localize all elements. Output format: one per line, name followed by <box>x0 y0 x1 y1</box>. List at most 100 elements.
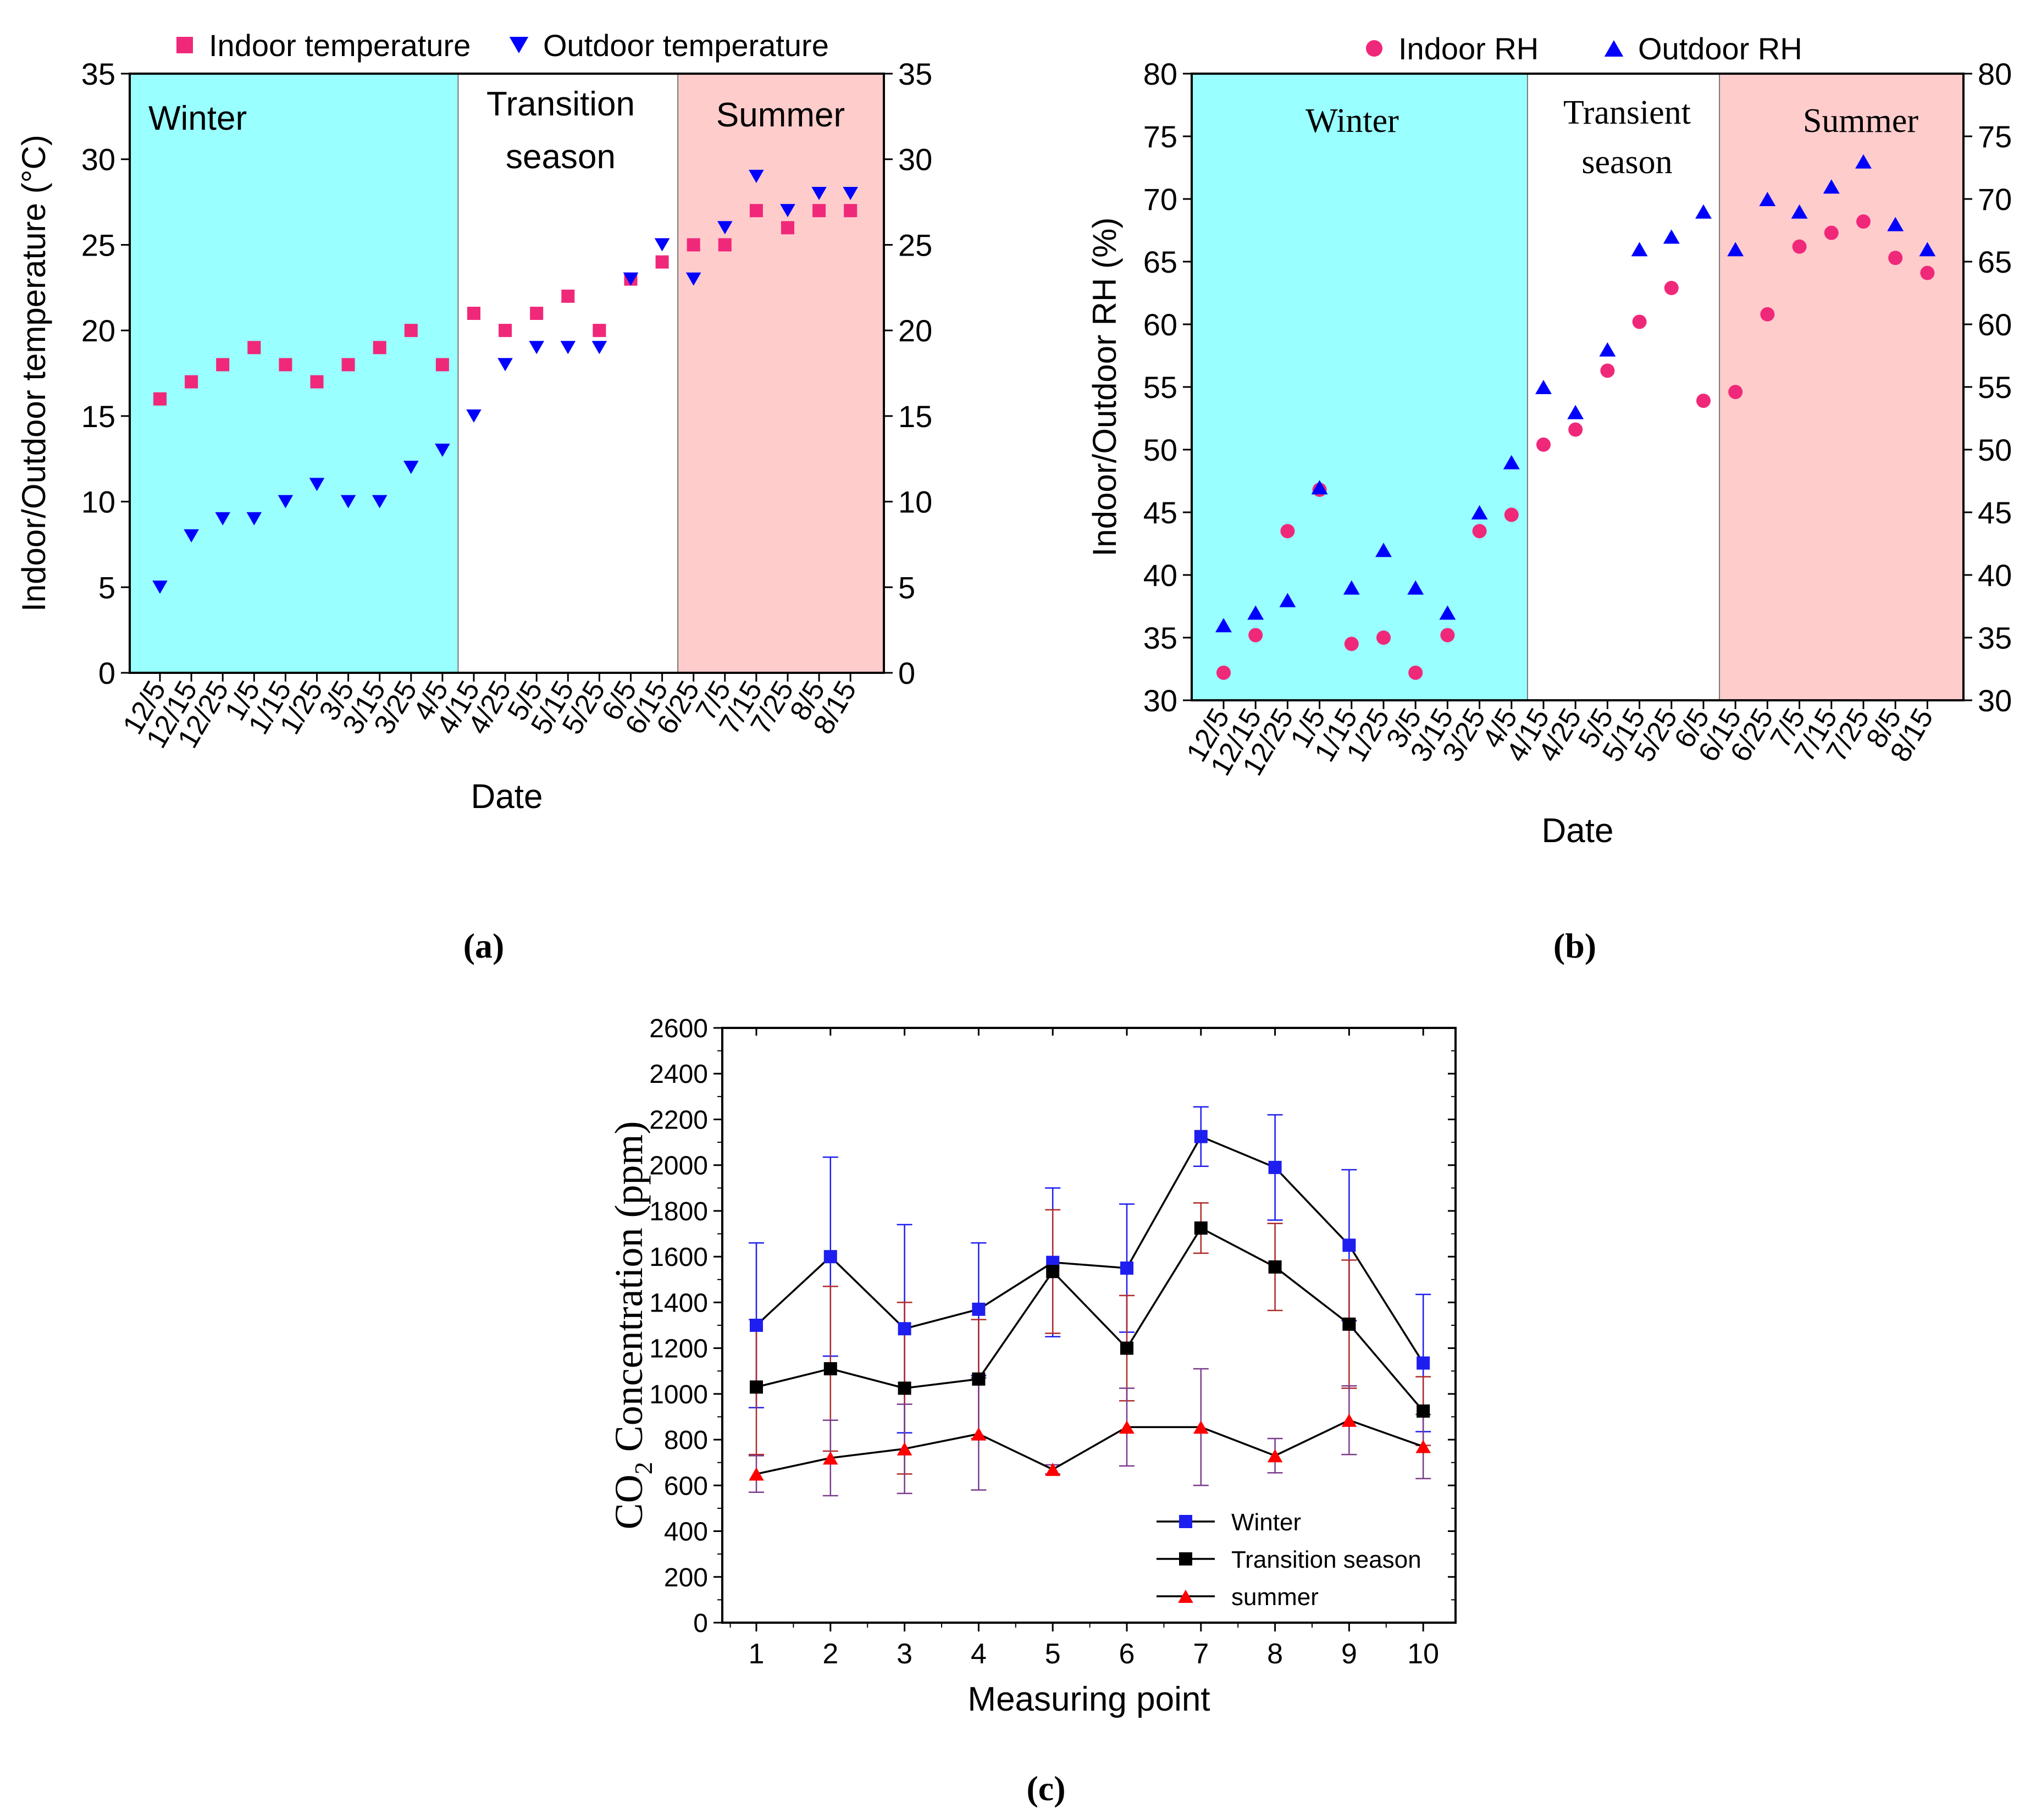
series-line <box>755 1135 1424 1364</box>
data-point <box>781 221 794 235</box>
y-tick-label-right: 20 <box>898 313 932 348</box>
data-point <box>1311 480 1328 495</box>
data-point <box>341 358 355 372</box>
y-tick-label: 400 <box>664 1518 708 1547</box>
data-point <box>1215 618 1232 633</box>
legend-label-1: Indoor temperature <box>209 28 471 63</box>
legend-marker-2 <box>1604 40 1624 57</box>
data-point <box>1696 394 1711 408</box>
data-point <box>1568 422 1583 437</box>
data-point <box>843 187 858 200</box>
data-point <box>1824 225 1839 240</box>
data-point <box>1504 507 1519 522</box>
y-tick-label: 1200 <box>649 1335 708 1364</box>
y-axis-title: Indoor/Outdoor RH (%) <box>1086 218 1123 557</box>
data-point <box>1194 1221 1208 1235</box>
y-tick-label: 1800 <box>649 1197 708 1226</box>
data-point <box>529 341 544 355</box>
legend-marker-1 <box>1366 40 1382 57</box>
data-point <box>972 1372 986 1386</box>
data-point <box>687 238 700 252</box>
data-point <box>560 341 576 355</box>
data-point <box>844 204 857 218</box>
legend-label-3: summer <box>1231 1584 1319 1611</box>
series-line <box>756 1226 1424 1412</box>
legend-label-1: Indoor RH <box>1398 31 1539 66</box>
data-point <box>404 324 418 338</box>
data-point <box>823 1451 838 1465</box>
y-tick-label-right: 60 <box>1978 307 2012 342</box>
data-point <box>1695 204 1712 219</box>
data-point <box>1535 380 1552 394</box>
data-point <box>1415 1440 1431 1453</box>
y-axis-title: CO2 Concentration (ppm) <box>607 1121 657 1530</box>
y-axis-title: Indoor/Outdoor temperature (°C) <box>15 135 52 612</box>
data-point <box>340 495 356 508</box>
series-1 <box>153 204 857 406</box>
data-point <box>216 358 230 372</box>
data-point <box>750 1319 763 1332</box>
x-axis-title: Date <box>471 778 543 816</box>
data-point <box>823 1250 837 1264</box>
data-point <box>1791 204 1808 219</box>
data-point <box>215 512 230 525</box>
data-point <box>811 187 827 200</box>
y-tick-label-left: 20 <box>81 313 115 348</box>
y-tick-label-right: 30 <box>1978 683 2012 718</box>
data-point <box>972 1302 986 1316</box>
y-tick-label-right: 55 <box>1978 370 2012 405</box>
data-point <box>655 255 669 269</box>
y-tick-label-right: 40 <box>1978 558 2012 593</box>
data-point <box>1247 605 1264 620</box>
data-point <box>1664 280 1679 295</box>
data-point <box>372 495 388 508</box>
data-point <box>1439 605 1456 620</box>
data-point <box>246 512 262 525</box>
y-tick-label: 2000 <box>649 1152 708 1181</box>
legend-label-2: Transition season <box>1231 1546 1421 1573</box>
data-point <box>184 529 199 543</box>
x-tick-label: 6 <box>1119 1638 1135 1670</box>
data-point <box>718 238 732 252</box>
data-point <box>1119 1420 1135 1434</box>
data-point <box>1631 242 1648 257</box>
data-point <box>898 1381 911 1395</box>
data-point <box>530 307 544 320</box>
x-axis-title: Measuring point <box>967 1680 1210 1718</box>
y-tick-label-right: 35 <box>898 57 932 91</box>
data-point <box>278 495 294 508</box>
season-label-2: Transient season <box>1563 94 1691 181</box>
data-point <box>971 1427 987 1441</box>
series-2 <box>1215 154 1936 633</box>
data-point <box>717 221 733 235</box>
season-region-2 <box>1527 74 1720 700</box>
legend-marker-1 <box>1179 1515 1192 1528</box>
series-1 <box>1216 214 1935 680</box>
data-point <box>152 580 168 594</box>
data-point <box>1268 1160 1282 1174</box>
data-point <box>499 324 512 338</box>
data-point <box>1045 1463 1060 1476</box>
y-tick-label: 1600 <box>649 1243 708 1272</box>
season-label-3: Summer <box>1803 102 1918 140</box>
x-tick-label: 7 <box>1193 1638 1209 1670</box>
y-tick-label: 2200 <box>649 1105 708 1135</box>
y-tick-label-left: 25 <box>81 228 115 262</box>
x-tick-label: 3 <box>897 1638 912 1670</box>
season-label-3: Summer <box>716 96 845 134</box>
x-tick-label: 10 <box>1407 1638 1439 1670</box>
data-point <box>1120 1341 1133 1355</box>
y-tick-label-right: 30 <box>898 142 932 177</box>
data-point <box>812 204 826 218</box>
y-tick-label-left: 45 <box>1143 495 1177 530</box>
legend-marker-2 <box>509 37 529 53</box>
y-tick-label-left: 10 <box>81 485 115 519</box>
data-point <box>1503 455 1520 469</box>
data-point <box>1856 214 1871 229</box>
data-point <box>897 1442 912 1456</box>
data-point <box>1216 665 1231 680</box>
plot-frame <box>129 73 885 674</box>
legend-label-2: Outdoor RH <box>1638 31 1802 66</box>
x-tick-label: 9 <box>1341 1638 1357 1670</box>
data-point <box>1472 524 1487 539</box>
